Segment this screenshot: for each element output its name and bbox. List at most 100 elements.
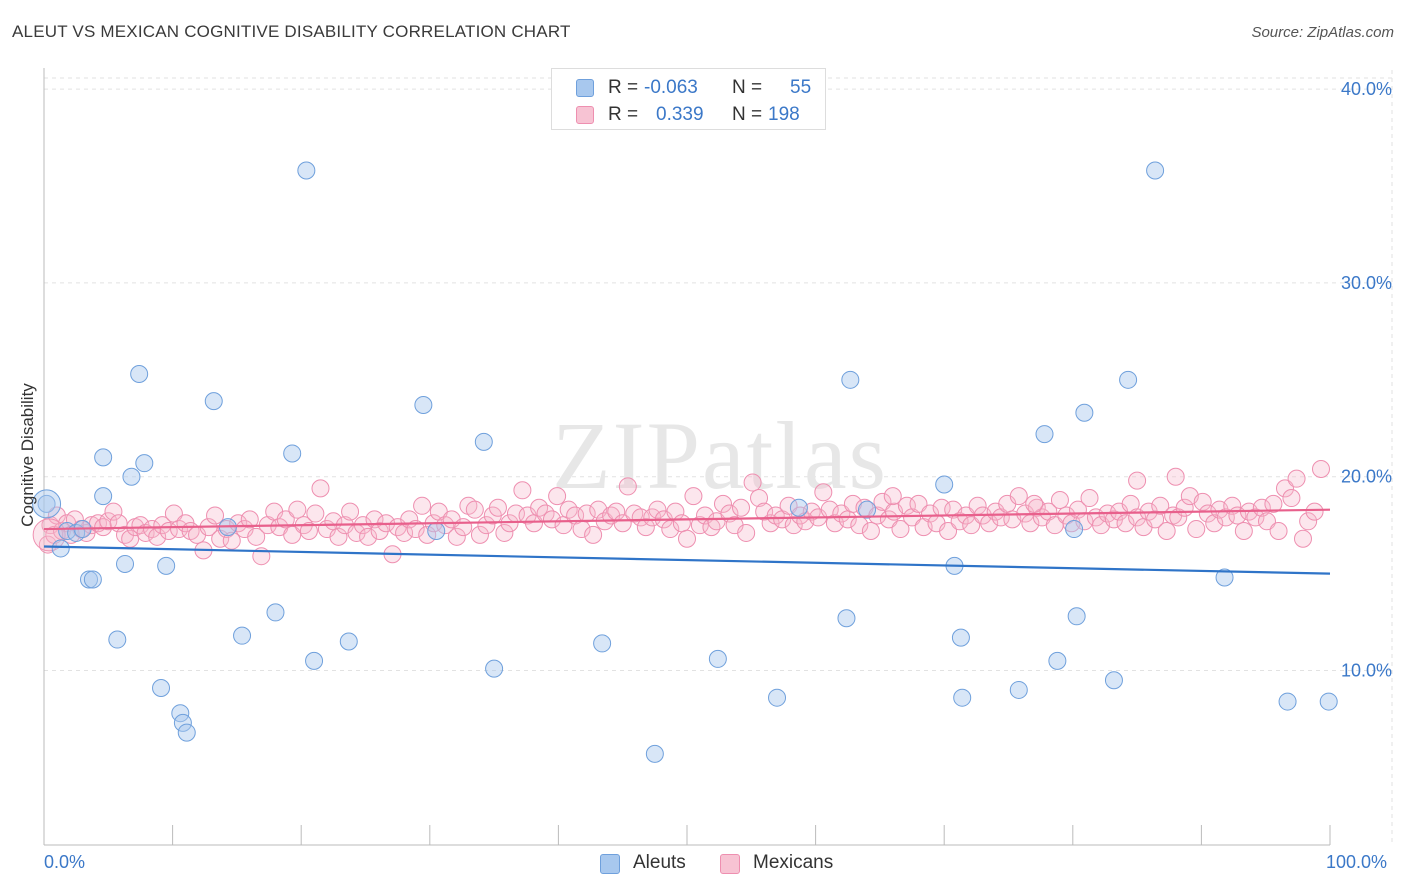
mexicans-point	[1293, 529, 1312, 548]
mexicans-point	[406, 520, 425, 539]
legend-row-mexicans: R = 0.339 N = 198	[552, 102, 825, 128]
mexicans-point	[222, 531, 241, 550]
mexicans-point	[1187, 520, 1206, 539]
aleuts-point	[1119, 370, 1138, 389]
mexicans-legend-label: Mexicans	[753, 852, 834, 873]
aleuts-point	[935, 475, 954, 494]
mexicans-point	[584, 525, 603, 544]
mexicans-point	[1275, 479, 1294, 498]
mexicans-point	[495, 523, 514, 542]
axes	[43, 68, 1331, 846]
mexicans-point	[1305, 502, 1324, 521]
mexicans-point	[288, 500, 307, 519]
legend-n-value: 198	[768, 104, 800, 125]
aleuts-point	[51, 539, 70, 558]
mexicans-point	[678, 529, 696, 548]
mexicans-point	[648, 500, 667, 519]
mexicans-point	[636, 518, 655, 537]
mexicans-point	[1234, 522, 1253, 540]
aleuts-point	[645, 744, 664, 763]
mexicans-point	[921, 504, 940, 523]
aleuts-point	[83, 570, 102, 589]
mexicans-point	[791, 506, 810, 525]
mexicans-point	[1287, 469, 1306, 488]
aleuts-point	[1215, 568, 1234, 587]
aleuts-point	[297, 161, 316, 180]
mexicans-point	[454, 518, 473, 537]
mexicans-point	[240, 510, 259, 529]
aleuts-point-large	[32, 489, 62, 519]
mexicans-point	[542, 510, 561, 529]
aleuts-point	[339, 632, 358, 651]
aleuts-point	[233, 626, 252, 645]
chart-title: ALEUT VS MEXICAN COGNITIVE DISABILITY CO…	[12, 22, 571, 41]
aleuts-point	[1278, 692, 1297, 711]
mexicans-point	[737, 523, 756, 542]
mexicans-point	[1166, 467, 1185, 486]
aleuts-point	[837, 609, 856, 628]
mexicans-point	[714, 494, 733, 513]
mexicans-point	[743, 473, 762, 492]
legend-r-value: -0.063	[644, 77, 698, 98]
legend-row-aleuts: R = -0.063 N = 55	[552, 75, 825, 101]
aleuts-point	[266, 603, 285, 622]
aleuts-point	[1048, 651, 1067, 670]
mexicans-point	[883, 487, 902, 506]
mexicans-point	[418, 525, 437, 544]
mexicans-point	[1009, 487, 1028, 506]
mexicans-point	[206, 506, 225, 525]
mexicans-point	[618, 477, 637, 496]
aleuts-point	[789, 498, 808, 517]
aleuts-point	[474, 432, 493, 451]
aleuts-legend-swatch	[600, 854, 620, 874]
y-axis-label: Cognitive Disability	[18, 383, 37, 527]
aleuts-point	[841, 370, 860, 389]
aleuts-point	[130, 365, 149, 383]
mexicans-point	[1025, 494, 1044, 513]
mexicans-point	[104, 502, 123, 521]
mexicans-point	[1299, 512, 1318, 531]
trend-lines	[43, 508, 1331, 575]
mexicans-point	[1128, 471, 1147, 490]
correlation-legend: R = -0.063 N = 55 R = 0.339 N = 198	[551, 68, 826, 130]
mexicans-legend-swatch	[720, 854, 740, 874]
aleuts-point	[283, 444, 302, 463]
mexicans-point	[672, 514, 691, 533]
aleuts-point	[485, 659, 504, 678]
aleuts-point	[94, 448, 113, 467]
mexicans-point	[1151, 496, 1170, 515]
mexicans-point-large	[32, 518, 66, 552]
mexicans-point	[891, 520, 910, 539]
mexicans-point	[1264, 494, 1283, 513]
aleuts-point	[1075, 403, 1094, 422]
aleuts-points	[32, 161, 1338, 763]
mexicans-point	[488, 498, 507, 517]
mexicans-point	[311, 479, 330, 498]
mexicans-point	[861, 522, 880, 540]
mexicans-point	[1246, 508, 1265, 527]
aleuts-point	[58, 522, 77, 540]
y-tick-labels: 10.0% 20.0% 30.0% 40.0%	[1341, 79, 1392, 680]
aleuts-point	[858, 500, 877, 519]
mexicans-point	[276, 510, 295, 529]
mexicans-point	[1282, 489, 1301, 508]
mexicans-point	[1080, 489, 1099, 508]
mexicans-point	[814, 483, 833, 502]
x-tick-label-min: 0.0%	[44, 852, 86, 872]
aleuts-point	[116, 554, 135, 573]
aleuts-point	[1065, 520, 1084, 539]
aleuts-point	[152, 679, 171, 697]
mexicans-point	[1252, 498, 1271, 517]
mexicans-point	[329, 527, 348, 546]
mexicans-point	[548, 487, 567, 506]
aleuts-point	[80, 570, 99, 589]
mexicans-point	[897, 496, 916, 515]
aleuts-point	[37, 494, 56, 513]
mexicans-point	[755, 502, 774, 521]
legend-r-label: R =	[608, 104, 639, 125]
mexicans-point	[1116, 514, 1135, 533]
mexicans-point	[1257, 512, 1276, 531]
mexicans-point	[477, 516, 496, 535]
mexicans-point	[1216, 508, 1235, 527]
aleuts-point	[953, 688, 972, 707]
